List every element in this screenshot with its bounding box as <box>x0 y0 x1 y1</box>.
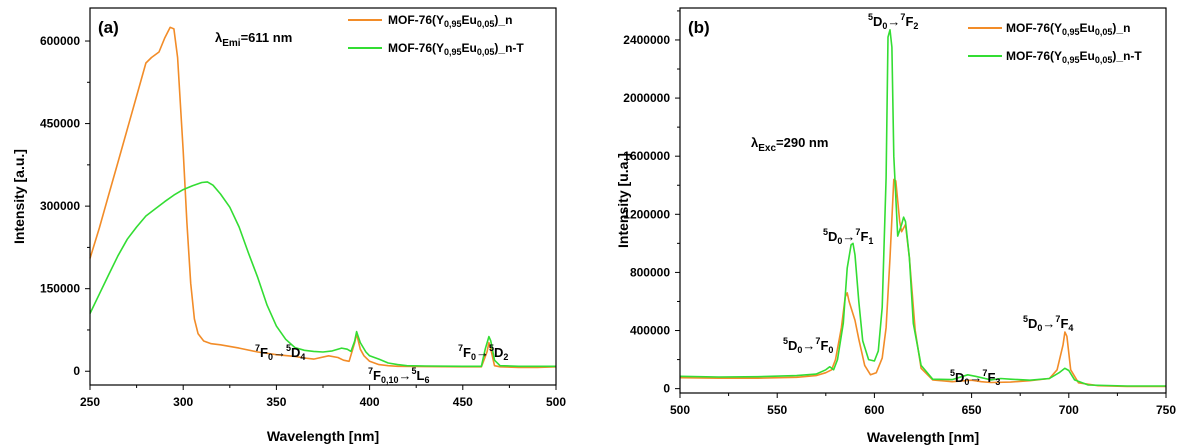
transition-label: 5D0→7F0 <box>783 336 833 355</box>
transition-label: 7F0→5D2 <box>458 343 508 362</box>
legend-entry: MOF-76(Y0,95Eu0,05)_n <box>1006 21 1130 37</box>
x-tick-label: 250 <box>80 395 100 409</box>
x-tick-label: 650 <box>962 403 982 417</box>
legend-entry: MOF-76(Y0,95Eu0,05)_n-T <box>1006 49 1142 65</box>
x-tick-label: 600 <box>864 403 884 417</box>
transition-label: 5D0→7F4 <box>1023 314 1073 333</box>
x-tick-label: 550 <box>767 403 787 417</box>
y-axis-label: Intensity [u.a.] <box>615 153 631 248</box>
x-tick-label: 700 <box>1059 403 1079 417</box>
y-tick-label: 150000 <box>40 282 80 296</box>
chart-panel-a: 250 300 350 400 450 500 0 150000 300000 450000 600… <box>11 7 566 444</box>
y-tick-label: 800000 <box>630 265 670 279</box>
series-line-n-t <box>679 29 1166 387</box>
x-tick-label: 300 <box>173 395 193 409</box>
excitation-label: λEmi=611 nm <box>215 30 292 49</box>
y-tick-label: 2400000 <box>623 33 670 47</box>
x-axis-label: Wavelength [nm] <box>867 429 979 445</box>
y-tick-label: 1600000 <box>623 149 670 163</box>
transition-label: 7F0,10→5L6 <box>368 366 429 385</box>
legend-entry: MOF-76(Y0,95Eu0,05)_n-T <box>388 41 524 57</box>
y-tick-label: 400000 <box>630 324 670 338</box>
series-line-n <box>679 178 1166 388</box>
excitation-label: λExc=290 nm <box>751 135 828 154</box>
x-tick-label: 750 <box>1156 403 1176 417</box>
x-tick-label: 500 <box>546 395 566 409</box>
y-tick-label: 0 <box>73 364 80 378</box>
legend-entry: MOF-76(Y0,95Eu0,05)_n <box>388 13 512 29</box>
y-tick-label: 600000 <box>40 34 80 48</box>
plot-frame <box>679 7 1167 394</box>
series-line-n <box>89 26 557 369</box>
x-axis-label: Wavelength [nm] <box>267 428 379 444</box>
x-tick-label: 400 <box>360 395 380 409</box>
transition-label: 5D0→7F3 <box>950 368 1000 387</box>
y-tick-label: 2000000 <box>623 91 670 105</box>
x-tick-label: 500 <box>670 403 690 417</box>
y-tick-label: 450000 <box>40 117 80 131</box>
transition-label: 5D0→7F1 <box>823 227 873 246</box>
x-tick-label: 450 <box>453 395 473 409</box>
panel-label: (b) <box>688 18 710 37</box>
chart-panel-b: 500 550 600 650 700 750 0 400000 800000 1200000 16… <box>615 7 1176 445</box>
y-tick-label: 1200000 <box>623 207 670 221</box>
panel-label: (a) <box>98 18 119 37</box>
x-tick-label: 350 <box>266 395 286 409</box>
y-tick-label: 0 <box>663 382 670 396</box>
transition-label: 5D0→7F2 <box>868 12 918 31</box>
plot-frame <box>89 7 557 386</box>
y-axis-label: Intensity [a.u.] <box>11 149 27 244</box>
transition-label: 7F0→5D4 <box>255 343 305 362</box>
series-line-n-t <box>89 181 556 368</box>
y-tick-label: 300000 <box>40 199 80 213</box>
